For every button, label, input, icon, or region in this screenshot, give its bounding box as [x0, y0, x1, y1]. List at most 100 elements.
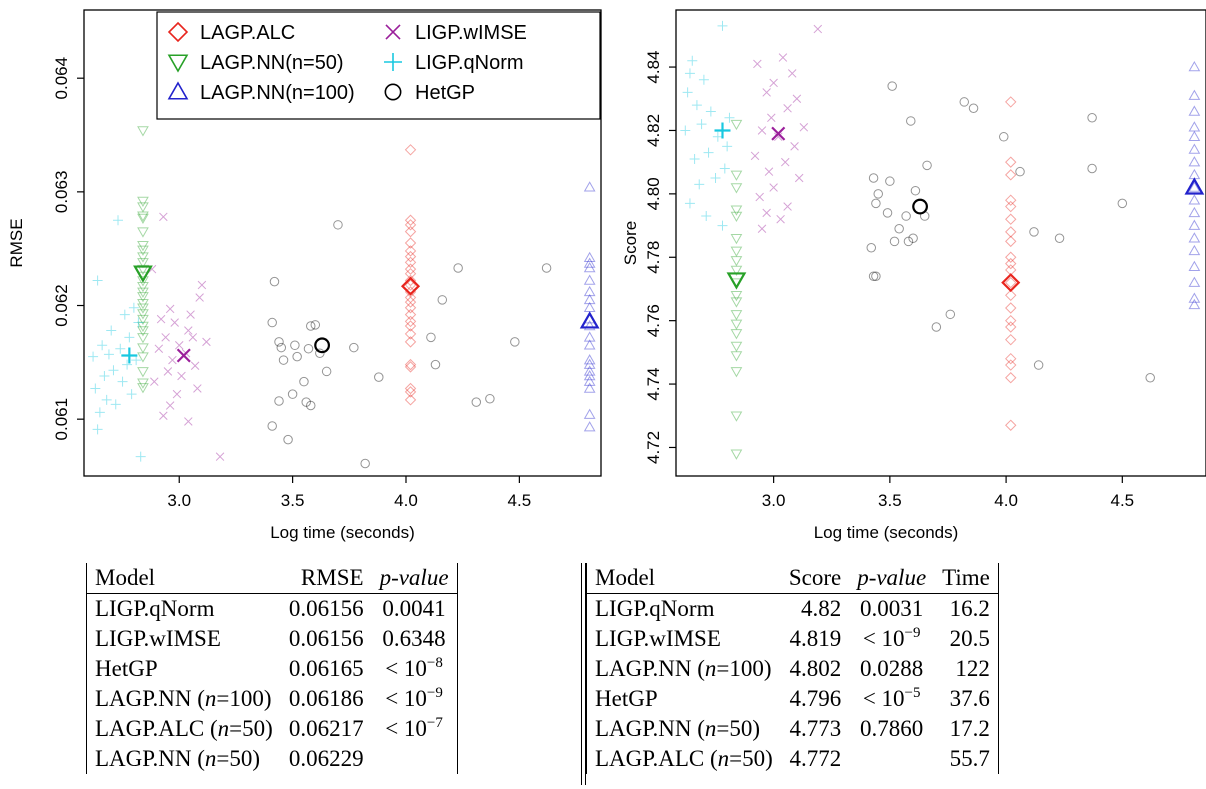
data-point — [787, 69, 797, 78]
mean-point-lagp-nn-n-100 — [1184, 177, 1205, 195]
data-point — [404, 250, 417, 263]
data-point — [871, 271, 881, 282]
data-point — [1005, 321, 1017, 333]
data-point — [186, 310, 195, 319]
data-point — [276, 342, 287, 353]
data-point — [137, 227, 149, 238]
mean-point-hetgp — [912, 198, 928, 215]
data-point — [583, 339, 596, 350]
x-tick-label: 3.5 — [878, 491, 902, 510]
data-point — [188, 333, 198, 342]
series-lagp-nn-n-50 — [730, 119, 743, 460]
legend-label: LIGP.wIMSE — [415, 22, 527, 44]
series-lagp-nn-n-100 — [583, 181, 596, 432]
data-point — [1005, 314, 1017, 327]
data-point — [1188, 130, 1201, 142]
data-point — [730, 449, 743, 460]
data-point — [137, 321, 149, 332]
cell-model: HetGP — [595, 686, 658, 711]
cell-time: 17.2 — [949, 716, 990, 741]
data-point — [717, 220, 728, 231]
data-point — [730, 297, 743, 308]
table-row: LIGP.wIMSE 0.06156 0.6348 — [87, 624, 458, 654]
data-point — [349, 342, 359, 353]
series-lagp-nn-n-50 — [137, 126, 149, 394]
data-point — [1188, 219, 1201, 230]
series-ligp-wimse — [147, 212, 225, 461]
data-point — [1005, 359, 1017, 371]
data-point — [794, 173, 804, 183]
data-point — [404, 308, 417, 321]
y-tick-label: 4.72 — [644, 431, 663, 464]
cell-score: 4.819 — [789, 626, 842, 651]
data-point — [128, 302, 139, 313]
data-point — [583, 375, 596, 386]
data-point — [730, 211, 743, 223]
cell-pvalue: 0.0288 — [860, 656, 924, 681]
data-point — [137, 276, 149, 287]
data-point — [453, 263, 463, 273]
data-point — [583, 181, 596, 192]
data-point — [783, 104, 792, 113]
data-point — [1015, 166, 1025, 177]
data-point — [583, 408, 596, 419]
data-point — [137, 303, 149, 314]
data-point — [131, 355, 142, 366]
cell-pvalue: < 10−5 — [862, 685, 921, 712]
data-point — [360, 458, 370, 469]
data-point — [471, 397, 482, 407]
data-point — [137, 298, 149, 310]
data-point — [1005, 169, 1017, 181]
data-point — [757, 224, 767, 233]
data-point — [137, 126, 149, 137]
mean-point-lagp-nn-n-100 — [579, 311, 600, 329]
mean-point-lagp-nn-n-50 — [726, 272, 747, 290]
data-point — [1005, 276, 1017, 289]
table-row: LAGP.NN (n=50) 0.06229 — [87, 744, 458, 774]
data-point — [724, 112, 735, 123]
data-point — [730, 233, 743, 245]
data-point — [712, 131, 723, 142]
data-point — [813, 24, 823, 34]
data-point — [894, 223, 904, 234]
table-row: LAGP.NN (n=50) 4.773 0.7860 17.2 — [587, 714, 999, 744]
data-point — [278, 355, 289, 365]
data-point — [730, 341, 743, 353]
cell-rmse: 0.06229 — [288, 746, 364, 771]
data-point — [583, 293, 596, 305]
col-header-rmse: RMSE — [280, 563, 372, 594]
legend-label: LAGP.ALC — [200, 22, 295, 44]
data-point — [437, 295, 448, 305]
data-point — [1005, 289, 1017, 302]
table-double-divider — [581, 563, 586, 785]
data-point — [730, 265, 743, 276]
data-point — [583, 319, 596, 331]
data-point — [92, 275, 103, 286]
data-point — [283, 434, 293, 445]
data-point — [1005, 302, 1017, 314]
data-point — [583, 354, 596, 365]
lagp-nn-n-100-legend-icon — [167, 81, 189, 100]
cell-score: 4.82 — [800, 596, 842, 621]
data-point — [882, 208, 893, 218]
score-plot: 3.0 3.5 4.0 4.5 4.72 4.74 4.76 4.78 4.80 4.82 4.84… — [621, 9, 1206, 542]
data-point — [137, 352, 149, 363]
cell-model: LAGP.NN (n=50) — [595, 716, 761, 741]
data-point — [106, 325, 117, 336]
y-tick-label: 4.84 — [644, 51, 663, 84]
plot-frame — [83, 9, 602, 477]
data-point — [404, 225, 417, 238]
data-point — [154, 344, 164, 353]
cell-time: 37.6 — [949, 686, 990, 711]
data-point — [1087, 113, 1097, 123]
rmse-plot: 3.0 3.5 4.0 4.5 0.061 0.062 0.063 0.064 Log time… — [7, 9, 602, 542]
col-header-model: Model — [586, 563, 781, 594]
data-point — [301, 397, 311, 407]
cell-model: LAGP.NN (n=100) — [95, 686, 272, 711]
data-point — [404, 144, 417, 156]
y-tick-label: 4.74 — [644, 368, 663, 401]
series-ligp-qnorm — [88, 215, 146, 462]
table-row: LAGP.NN (n=100) 0.06186 < 10−9 — [87, 684, 458, 714]
data-point — [885, 176, 895, 186]
data-point — [1117, 198, 1128, 209]
